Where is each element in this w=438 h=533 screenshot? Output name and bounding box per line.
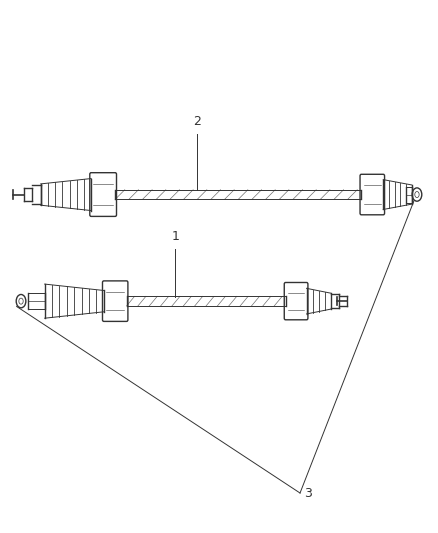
Text: 1: 1 [171, 230, 179, 243]
Text: 3: 3 [304, 487, 312, 499]
Text: 2: 2 [193, 115, 201, 128]
